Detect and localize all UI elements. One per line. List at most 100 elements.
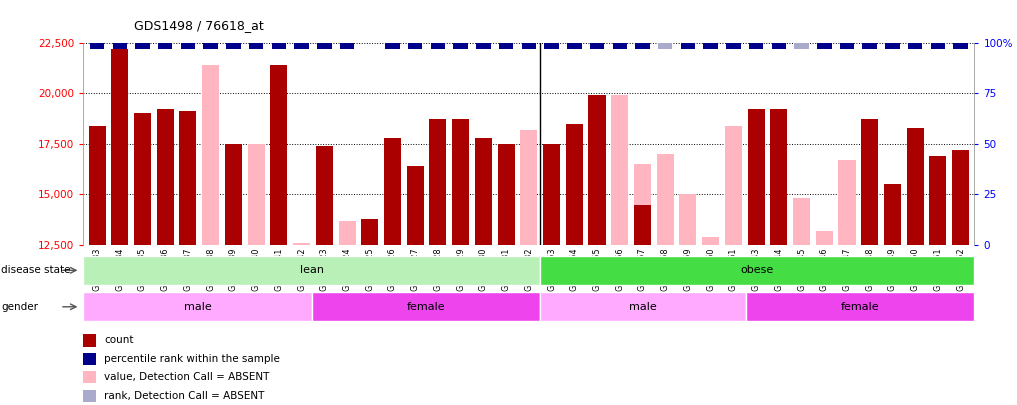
Bar bbox=[453, 119, 469, 245]
Bar bbox=[908, 43, 922, 49]
Bar bbox=[521, 130, 537, 245]
Bar bbox=[294, 43, 309, 49]
Bar bbox=[540, 292, 745, 322]
Bar bbox=[952, 150, 969, 245]
Bar bbox=[179, 111, 196, 245]
Bar bbox=[726, 43, 740, 49]
Bar bbox=[312, 292, 540, 322]
Bar bbox=[430, 43, 445, 49]
Bar bbox=[83, 292, 312, 322]
Bar bbox=[793, 198, 811, 245]
Bar bbox=[953, 43, 968, 49]
Bar bbox=[931, 43, 945, 49]
Bar bbox=[317, 43, 332, 49]
Bar bbox=[747, 109, 765, 245]
Bar bbox=[202, 65, 220, 245]
Bar bbox=[226, 43, 241, 49]
Text: male: male bbox=[184, 302, 212, 312]
Bar bbox=[817, 43, 832, 49]
Bar bbox=[884, 184, 901, 245]
Bar bbox=[930, 156, 947, 245]
Bar bbox=[861, 119, 879, 245]
Bar bbox=[840, 43, 854, 49]
Bar bbox=[249, 43, 263, 49]
Bar bbox=[249, 43, 263, 49]
Bar bbox=[612, 43, 627, 49]
Bar bbox=[745, 292, 974, 322]
Text: female: female bbox=[841, 302, 880, 312]
Text: female: female bbox=[407, 302, 445, 312]
Bar bbox=[361, 219, 378, 245]
Bar bbox=[83, 353, 96, 365]
Bar bbox=[522, 43, 536, 49]
Bar bbox=[499, 43, 514, 49]
Bar bbox=[294, 43, 309, 49]
Bar bbox=[83, 390, 96, 402]
Text: GDS1498 / 76618_at: GDS1498 / 76618_at bbox=[134, 19, 264, 32]
Bar bbox=[83, 334, 96, 347]
Bar bbox=[475, 138, 492, 245]
Bar bbox=[203, 43, 218, 49]
Bar bbox=[544, 43, 558, 49]
Bar bbox=[772, 43, 786, 49]
Bar bbox=[907, 128, 923, 245]
Bar bbox=[454, 43, 468, 49]
Text: percentile rank within the sample: percentile rank within the sample bbox=[104, 354, 280, 364]
Bar bbox=[636, 43, 650, 49]
Bar bbox=[293, 243, 310, 245]
Text: rank, Detection Call = ABSENT: rank, Detection Call = ABSENT bbox=[104, 391, 264, 401]
Bar bbox=[634, 205, 651, 245]
Bar bbox=[749, 43, 764, 49]
Bar bbox=[385, 43, 400, 49]
Bar bbox=[862, 43, 877, 49]
Bar bbox=[134, 113, 151, 245]
Bar bbox=[704, 43, 718, 49]
Text: obese: obese bbox=[740, 265, 774, 275]
Bar bbox=[340, 43, 354, 49]
Text: count: count bbox=[104, 335, 133, 345]
Text: gender: gender bbox=[1, 302, 38, 312]
Bar bbox=[817, 43, 832, 49]
Bar bbox=[497, 144, 515, 245]
Bar bbox=[816, 231, 833, 245]
Bar bbox=[702, 237, 719, 245]
Bar bbox=[590, 43, 604, 49]
Bar bbox=[589, 95, 605, 245]
Bar bbox=[83, 371, 96, 384]
Bar bbox=[408, 43, 422, 49]
Bar bbox=[840, 43, 854, 49]
Bar bbox=[794, 43, 809, 49]
Bar bbox=[83, 256, 540, 285]
Bar bbox=[522, 43, 536, 49]
Bar bbox=[726, 43, 740, 49]
Bar bbox=[567, 43, 582, 49]
Bar bbox=[271, 65, 288, 245]
Bar bbox=[407, 166, 424, 245]
Bar bbox=[770, 109, 787, 245]
Bar bbox=[340, 43, 354, 49]
Bar bbox=[89, 43, 105, 49]
Bar bbox=[158, 43, 173, 49]
Bar bbox=[680, 43, 696, 49]
Bar bbox=[135, 43, 149, 49]
Bar bbox=[612, 43, 627, 49]
Bar bbox=[476, 43, 490, 49]
Bar bbox=[658, 43, 672, 49]
Bar bbox=[885, 43, 900, 49]
Bar bbox=[181, 43, 195, 49]
Bar bbox=[88, 126, 106, 245]
Bar bbox=[930, 168, 947, 245]
Bar bbox=[113, 43, 127, 49]
Bar bbox=[429, 119, 446, 245]
Bar bbox=[111, 49, 128, 245]
Bar bbox=[272, 43, 286, 49]
Bar bbox=[339, 221, 356, 245]
Bar bbox=[931, 43, 945, 49]
Text: male: male bbox=[630, 302, 657, 312]
Bar bbox=[565, 124, 583, 245]
Bar bbox=[540, 256, 974, 285]
Bar bbox=[203, 43, 218, 49]
Bar bbox=[225, 144, 242, 245]
Bar bbox=[611, 95, 629, 245]
Text: value, Detection Call = ABSENT: value, Detection Call = ABSENT bbox=[104, 372, 270, 382]
